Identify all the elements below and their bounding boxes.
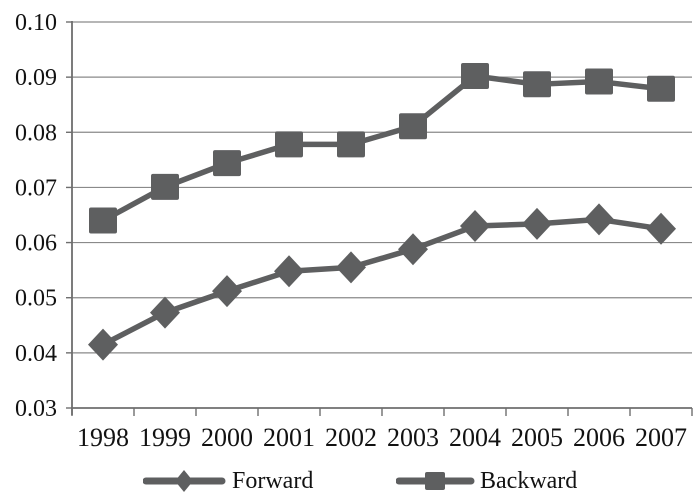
y-axis-label: 0.09	[15, 65, 57, 91]
forward-point-2007	[646, 212, 676, 245]
forward-point-2005	[522, 207, 552, 240]
y-axis-label: 0.06	[15, 231, 57, 257]
x-axis-label: 1999	[139, 423, 191, 452]
x-axis-label: 2004	[449, 423, 501, 452]
legend-square	[425, 472, 445, 490]
y-axis-label: 0.04	[15, 341, 57, 367]
backward-line	[100, 73, 664, 224]
forward-point-2002	[336, 251, 366, 284]
chart-plot: 0.03 0.04 0.05 0.06 0.07 0.08 0.09 0.10 1998 1999…	[15, 10, 693, 452]
y-axis-label: 0.03	[15, 396, 57, 422]
forward-point-1999	[150, 296, 180, 329]
forward-point-2000	[212, 275, 242, 308]
forward-point-2006	[584, 203, 614, 236]
backward-point-1998	[89, 207, 117, 234]
backward-point-2000	[213, 150, 241, 177]
legend-item-forward: Forward	[143, 467, 313, 495]
legend-item-backward: Backward	[396, 467, 577, 495]
x-axis-label: 2000	[201, 423, 253, 452]
forward-point-2003	[398, 233, 428, 266]
backward-point-2006	[585, 68, 613, 95]
forward-diamond-icon	[143, 470, 226, 492]
legend-label-backward: Backward	[480, 468, 578, 494]
x-axis-label: 1998	[77, 423, 129, 452]
x-axis-label: 2001	[263, 423, 315, 452]
backward-point-2003	[399, 113, 427, 140]
y-axis-label: 0.07	[15, 175, 57, 201]
legend-diamond	[175, 470, 193, 492]
x-axis-label: 2003	[387, 423, 439, 452]
backward-point-2004	[461, 63, 489, 90]
x-axis-label: 2006	[573, 423, 625, 452]
y-axis-label: 0.08	[15, 120, 57, 146]
forward-line	[100, 216, 664, 348]
legend-label-forward: Forward	[232, 468, 314, 494]
backward-square-icon	[396, 472, 475, 490]
backward-point-2001	[275, 131, 303, 158]
y-axis-label: 0.05	[15, 286, 57, 312]
forward-point-2001	[274, 255, 304, 288]
forward-point-2004	[460, 210, 490, 243]
forward-point-1998	[88, 328, 118, 361]
x-axis-label: 2005	[511, 423, 563, 452]
backward-point-2007	[647, 75, 675, 102]
backward-point-1999	[151, 173, 179, 200]
y-axis-label: 0.10	[15, 10, 57, 36]
backward-point-2005	[523, 71, 551, 98]
x-axis-label: 2007	[635, 423, 687, 452]
backward-point-2002	[337, 131, 365, 158]
x-axis-label: 2002	[325, 423, 377, 452]
